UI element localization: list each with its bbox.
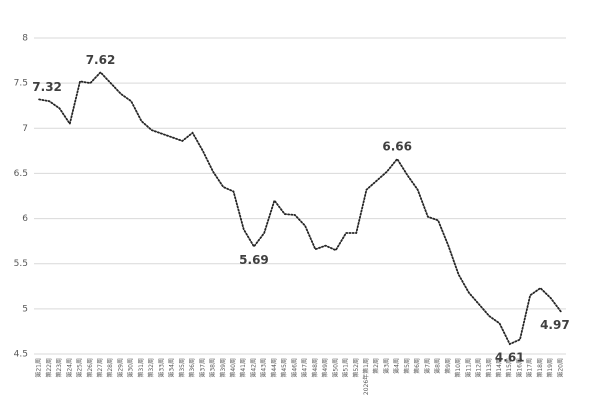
x-tick-label: 第10周 xyxy=(454,358,462,378)
y-tick-label: 5.5 xyxy=(14,259,28,269)
x-tick-label: 第37周 xyxy=(198,358,206,378)
y-tick-label: 7 xyxy=(22,124,28,134)
x-tick-label: 2026年第1周 xyxy=(362,358,370,395)
x-tick-label: 第4周 xyxy=(393,358,401,374)
x-tick-label: 第25周 xyxy=(76,358,84,378)
x-tick-label: 第32周 xyxy=(147,358,155,378)
x-tick-label: 第33周 xyxy=(157,358,165,378)
x-tick-label: 第19周 xyxy=(546,358,554,378)
x-tick-label: 第11周 xyxy=(464,358,472,378)
x-tick-label: 第9周 xyxy=(444,358,452,374)
x-tick-label: 第20周 xyxy=(556,358,564,378)
x-tick-label: 第6周 xyxy=(413,358,421,374)
x-tick-label: 第17周 xyxy=(526,358,534,378)
x-tick-label: 第52周 xyxy=(352,358,360,378)
data-label: 4.61 xyxy=(495,351,525,365)
y-tick-label: 7.5 xyxy=(14,79,28,89)
x-tick-label: 第41周 xyxy=(239,358,247,378)
x-tick-label: 第24周 xyxy=(65,358,73,378)
x-tick-label: 第16周 xyxy=(515,358,523,378)
y-tick-label: 6 xyxy=(22,214,28,224)
x-tick-label: 第22周 xyxy=(45,358,53,378)
x-tick-label: 第14周 xyxy=(495,358,503,378)
x-tick-label: 第44周 xyxy=(270,358,278,378)
x-tick-label: 第48周 xyxy=(311,358,319,378)
x-tick-label: 第8周 xyxy=(434,358,442,374)
x-tick-label: 第51周 xyxy=(342,358,350,378)
x-tick-label: 第27周 xyxy=(96,358,104,378)
x-tick-label: 第7周 xyxy=(423,358,431,374)
x-tick-label: 第30周 xyxy=(127,358,135,378)
x-tick-label: 第31周 xyxy=(137,358,145,378)
data-line xyxy=(38,70,562,346)
x-tick-label: 第39周 xyxy=(219,358,227,378)
x-tick-label: 第36周 xyxy=(188,358,196,378)
x-tick-label: 第15周 xyxy=(505,358,513,378)
x-tick-label: 第2周 xyxy=(372,358,380,374)
x-tick-label: 第28周 xyxy=(106,358,114,378)
x-tick-label: 第3周 xyxy=(382,358,390,374)
x-tick-label: 第43周 xyxy=(260,358,268,378)
y-tick-label: 8 xyxy=(22,34,28,44)
y-tick-label: 4.5 xyxy=(14,350,28,360)
x-tick-label: 第40周 xyxy=(229,358,237,378)
x-tick-label: 第45周 xyxy=(280,358,288,378)
data-label: 6.66 xyxy=(382,139,412,153)
x-tick-label: 第47周 xyxy=(301,358,309,378)
x-tick-label: 第5周 xyxy=(403,358,411,374)
x-tick-label: 第29周 xyxy=(116,358,124,378)
x-tick-label: 第46周 xyxy=(290,358,298,378)
data-label: 7.62 xyxy=(86,53,116,67)
y-tick-label: 5 xyxy=(22,304,28,314)
x-tick-label: 第13周 xyxy=(485,358,493,378)
x-tick-label: 第35周 xyxy=(178,358,186,378)
x-tick-label: 第18周 xyxy=(536,358,544,378)
x-tick-label: 第42周 xyxy=(249,358,257,378)
x-tick-label: 第34周 xyxy=(168,358,176,378)
x-tick-label: 第49周 xyxy=(321,358,329,378)
x-tick-label: 第38周 xyxy=(209,358,217,378)
x-tick-label: 第21周 xyxy=(35,358,43,378)
x-tick-label: 第26周 xyxy=(86,358,94,378)
data-label: 4.97 xyxy=(540,318,570,332)
x-tick-label: 第12周 xyxy=(475,358,483,378)
data-label: 5.69 xyxy=(239,253,269,267)
data-label: 7.32 xyxy=(32,80,62,94)
x-tick-label: 第23周 xyxy=(55,358,63,378)
y-tick-label: 6.5 xyxy=(14,169,28,179)
x-tick-label: 第50周 xyxy=(331,358,339,378)
